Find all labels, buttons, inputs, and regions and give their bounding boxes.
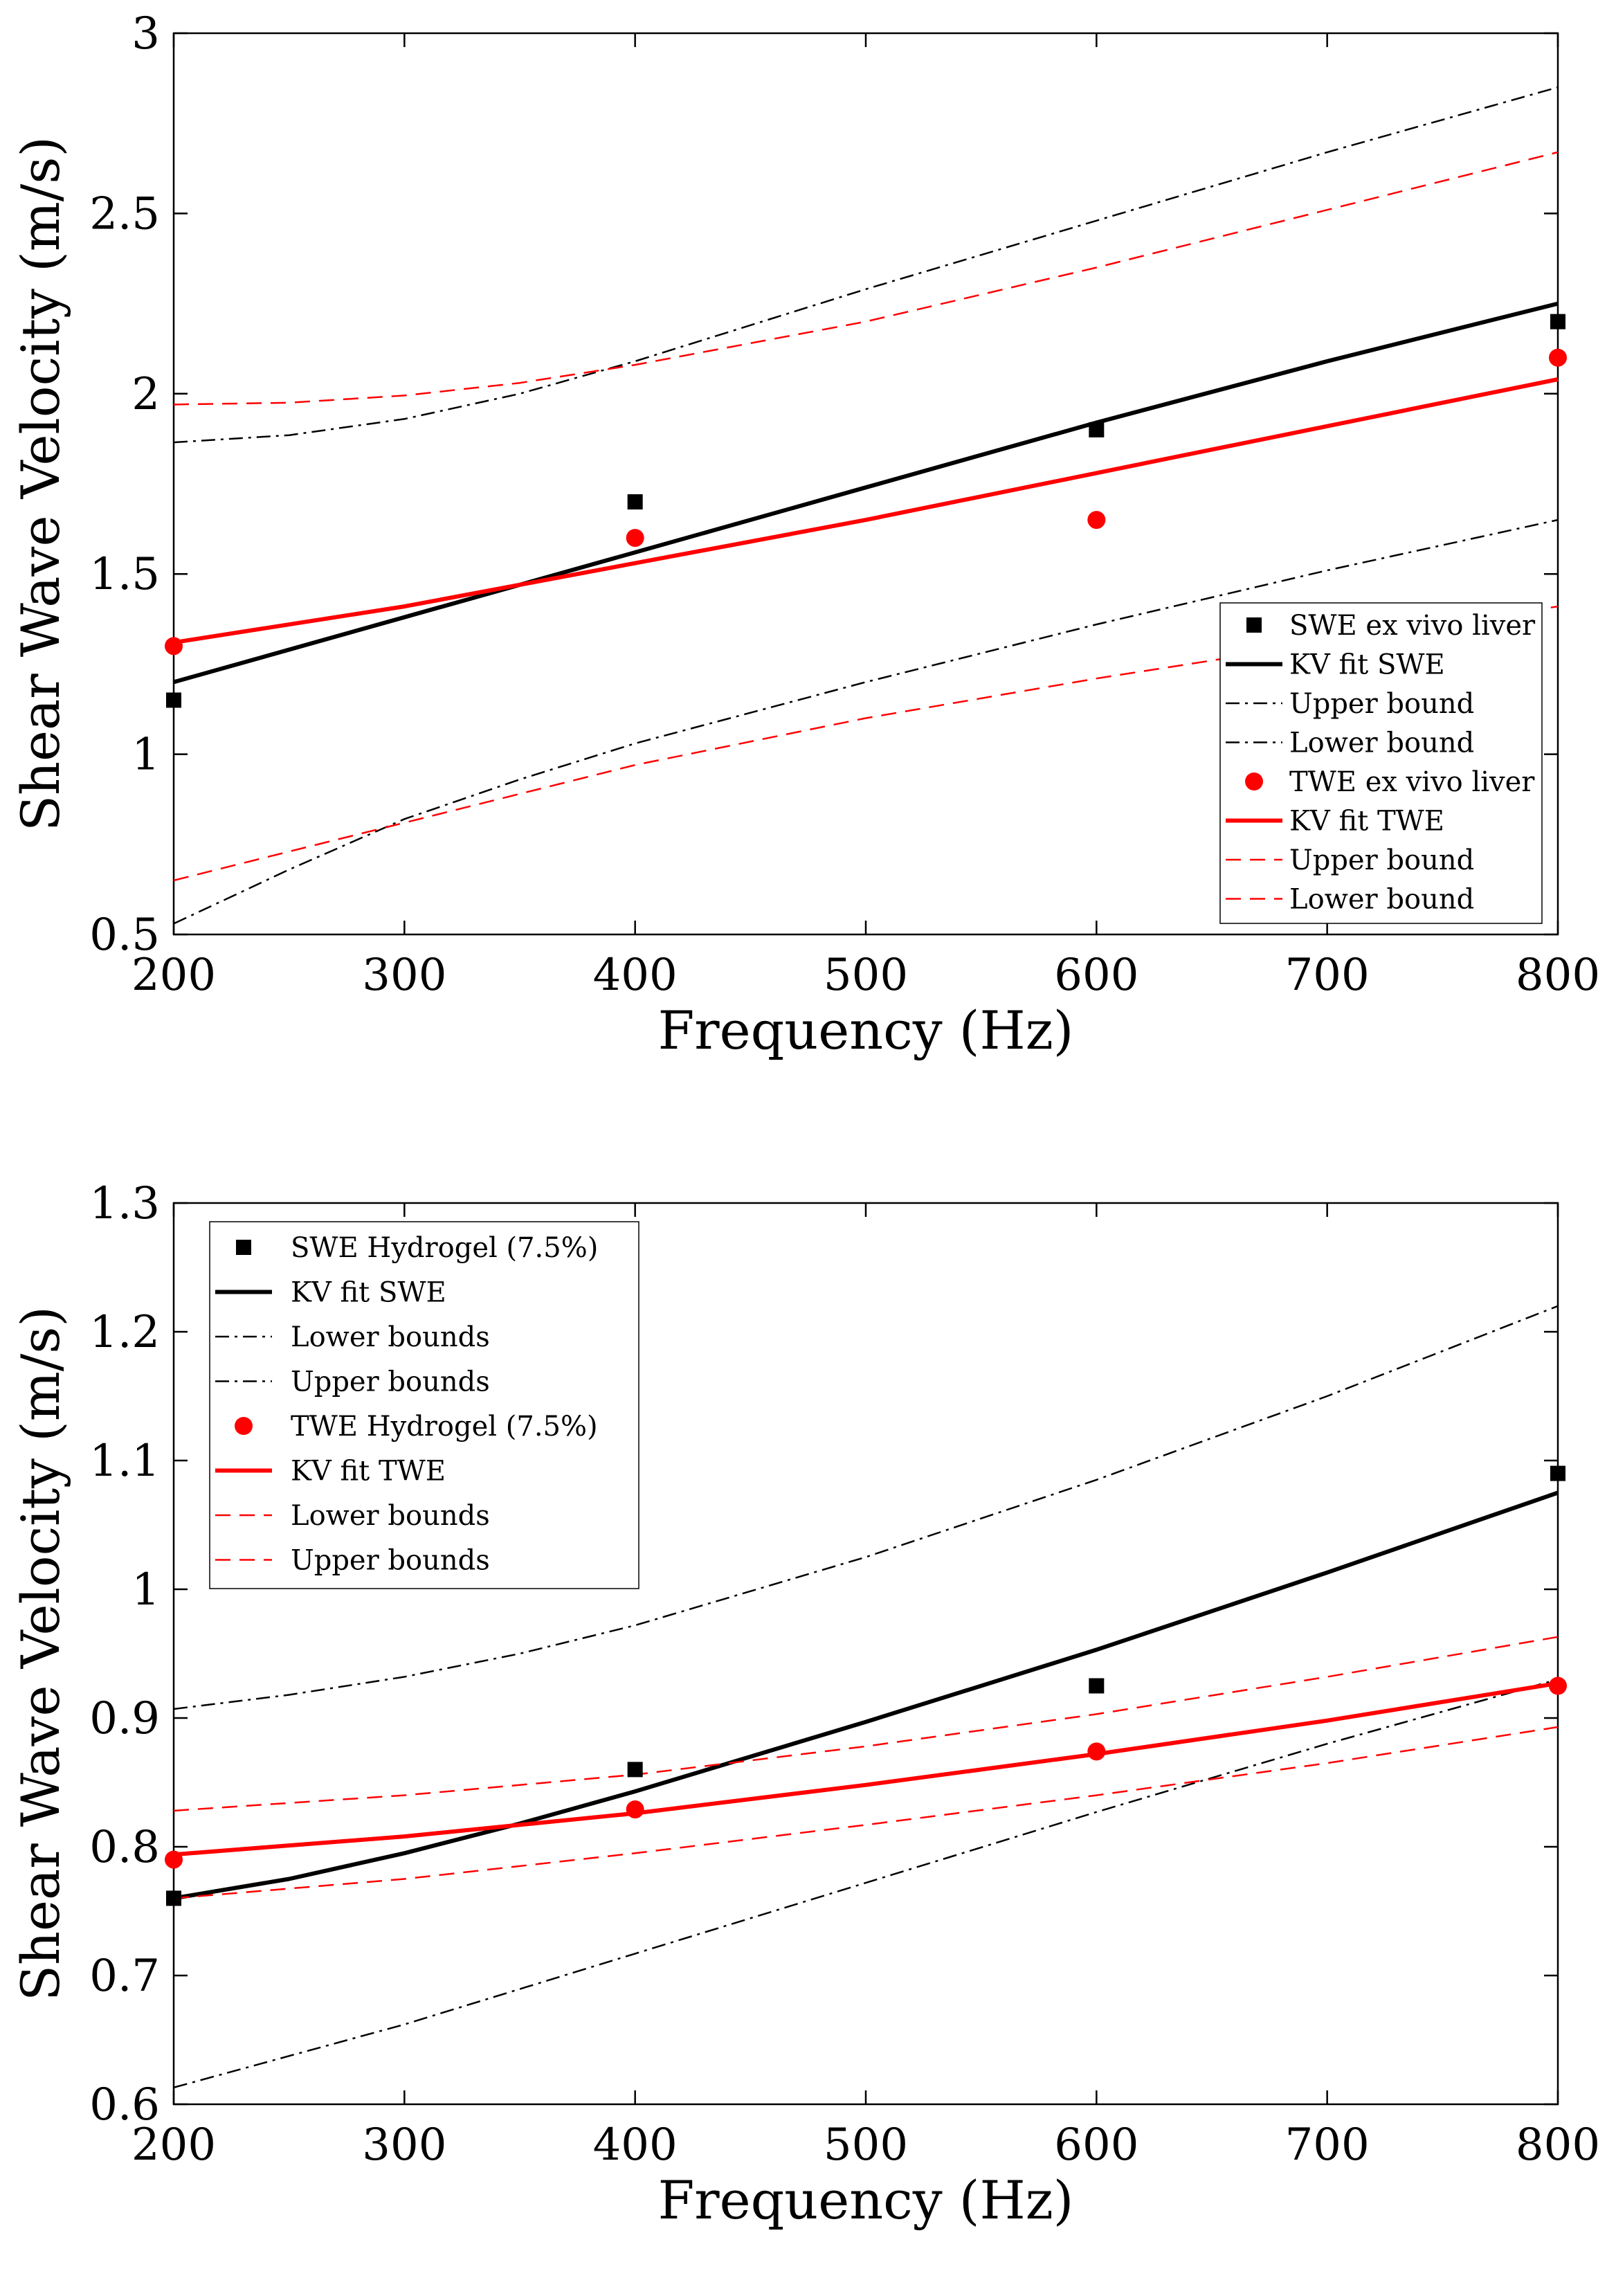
legend-marker-square	[236, 1240, 251, 1255]
x-tick-label: 600	[1054, 950, 1138, 1001]
legend-entry-label: Lower bounds	[291, 1500, 490, 1532]
data-point-swe-hydrogel-7-5	[166, 1890, 181, 1906]
legend-entry-label: KV fit SWE	[1289, 649, 1445, 681]
data-point-swe-hydrogel-7-5	[1089, 1678, 1105, 1694]
legend-entry-label: KV fit SWE	[291, 1277, 446, 1309]
legend: SWE Hydrogel (7.5%) KV fit SWE Lower bound…	[209, 1221, 639, 1589]
series-line-lower-bound-red	[173, 605, 1559, 882]
legend-entry-label: Lower bound	[1289, 727, 1474, 759]
legend-marker-circle	[235, 1417, 253, 1435]
series-line-lower-bounds-red	[173, 1726, 1559, 1899]
data-point-twe-hydrogel-7-5	[626, 1800, 644, 1819]
data-point-swe-ex-vivo-liver	[627, 494, 643, 510]
y-tick-label: 1.5	[89, 549, 160, 600]
x-tick-label: 500	[824, 2119, 908, 2171]
x-tick-label: 800	[1516, 950, 1600, 1001]
y-tick-label: 1.1	[89, 1436, 160, 1487]
data-point-swe-hydrogel-7-5	[1550, 1465, 1565, 1481]
legend-entry-label: Upper bound	[1289, 688, 1474, 720]
series-line-kv-fit-twe-red	[173, 377, 1559, 645]
data-point-twe-ex-vivo-liver	[1087, 511, 1106, 530]
y-tick-label: 1.3	[89, 1178, 160, 1229]
data-point-twe-hydrogel-7-5	[1087, 1742, 1106, 1761]
data-point-swe-ex-vivo-liver	[1089, 422, 1105, 437]
x-tick-label: 800	[1516, 2119, 1600, 2171]
y-tick-label: 2.5	[89, 188, 160, 239]
x-tick-label: 200	[131, 950, 216, 1001]
y-tick-label: 3	[131, 8, 160, 60]
legend-entry-label: Upper bound	[1289, 844, 1474, 876]
x-tick-label: 400	[593, 2119, 678, 2171]
data-point-twe-hydrogel-7-5	[165, 1850, 183, 1869]
data-point-swe-hydrogel-7-5	[627, 1762, 643, 1778]
legend: SWE ex vivo liver KV fit SWE Upper bound Lo…	[1219, 602, 1543, 924]
y-tick-label: 2	[131, 369, 160, 420]
series-line-kv-fit-twe-red	[173, 1681, 1559, 1857]
chart-ex-vivo-liver: 200 300 400 500 600 700 800 0.5 1 1.5 2 2.5 3 Frequen…	[10, 8, 1600, 1061]
series-line-lower-bounds-black	[173, 1678, 1559, 2089]
data-point-twe-ex-vivo-liver	[1549, 348, 1567, 367]
series-line-upper-bounds-red	[173, 1636, 1559, 1812]
legend-entry-label: KV fit TWE	[1289, 806, 1444, 838]
y-tick-label: 1	[131, 1564, 160, 1616]
legend-box	[209, 1221, 639, 1589]
legend-entry-label: Upper bounds	[291, 1366, 490, 1398]
x-tick-label: 500	[824, 950, 908, 1001]
x-tick-label: 200	[131, 2119, 216, 2171]
x-axis-label: Frequency (Hz)	[658, 1000, 1074, 1061]
y-tick-label: 0.5	[89, 910, 160, 961]
y-tick-label: 0.8	[89, 1822, 160, 1873]
x-tick-label: 600	[1054, 2119, 1138, 2171]
series-line-kv-fit-swe-black	[173, 301, 1559, 685]
y-tick-label: 0.7	[89, 1951, 160, 2002]
legend-entry-label: SWE Hydrogel (7.5%)	[291, 1232, 598, 1264]
x-tick-label: 700	[1285, 2119, 1370, 2171]
series-line-kv-fit-swe-black	[173, 1490, 1559, 1901]
y-axis-label: Shear Wave Velocity (m/s)	[10, 136, 71, 831]
legend-entry-label: Lower bound	[1289, 884, 1474, 916]
x-tick-label: 300	[362, 2119, 446, 2171]
legend-entry-label: TWE Hydrogel (7.5%)	[291, 1411, 598, 1443]
series-line-lower-bound-black	[173, 518, 1559, 925]
y-tick-label: 1.2	[89, 1307, 160, 1358]
data-point-twe-hydrogel-7-5	[1549, 1676, 1567, 1695]
x-tick-label: 700	[1285, 950, 1370, 1001]
legend-entry-label: SWE ex vivo liver	[1289, 610, 1536, 642]
legend-marker-square	[1246, 617, 1262, 633]
legend-entry-label: TWE ex vivo liver	[1289, 766, 1535, 798]
legend-entry-label: KV fit TWE	[291, 1456, 446, 1488]
data-point-swe-ex-vivo-liver	[1550, 314, 1565, 329]
data-point-twe-ex-vivo-liver	[626, 529, 644, 548]
legend-entry-label: Lower bounds	[291, 1321, 490, 1353]
series-line-upper-bound-red	[173, 151, 1559, 406]
legend-box	[1219, 602, 1543, 924]
series-line-upper-bounds-black	[173, 1305, 1559, 1710]
series-line-upper-bound-black	[173, 86, 1559, 444]
data-point-twe-ex-vivo-liver	[165, 637, 183, 656]
x-tick-label: 300	[362, 950, 446, 1001]
y-axis-label: Shear Wave Velocity (m/s)	[10, 1306, 71, 2001]
legend-marker-circle	[1245, 772, 1263, 790]
chart-hydrogel: 200 300 400 500 600 700 800 0.6 0.7 0.8 0.9 1 1.1 1.2…	[10, 1178, 1600, 2231]
x-axis-label: Frequency (Hz)	[658, 2169, 1074, 2231]
y-tick-label: 0.9	[89, 1693, 160, 1744]
legend-entry-label: Upper bounds	[291, 1545, 490, 1577]
y-tick-label: 1	[131, 730, 160, 781]
data-point-swe-ex-vivo-liver	[166, 692, 181, 708]
y-tick-label: 0.6	[89, 2079, 160, 2131]
x-tick-label: 400	[593, 950, 678, 1001]
